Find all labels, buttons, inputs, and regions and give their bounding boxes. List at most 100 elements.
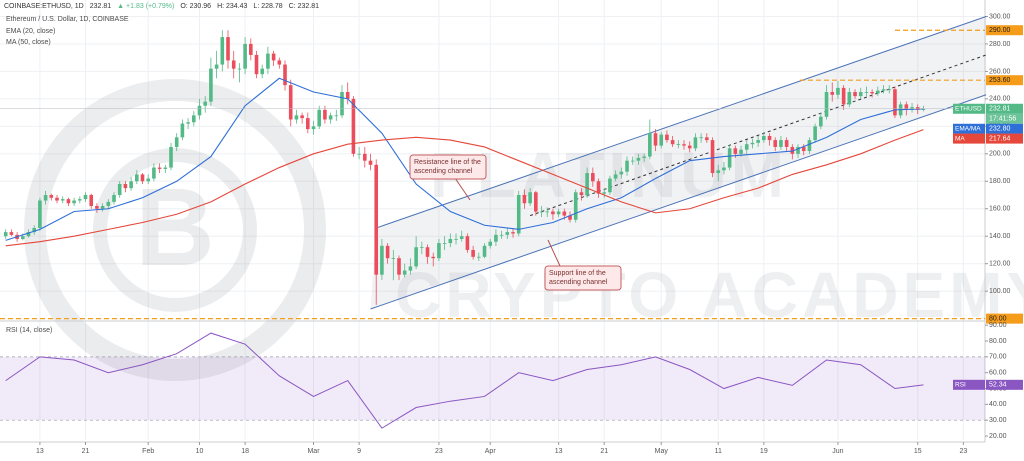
level-label-box xyxy=(986,313,1023,324)
candle-body xyxy=(687,145,692,149)
candle-body xyxy=(3,232,8,237)
candle-body xyxy=(573,192,578,220)
candle-body xyxy=(642,156,646,158)
candle-body xyxy=(613,174,618,179)
candle-body xyxy=(602,192,607,194)
candle-body xyxy=(670,140,675,145)
candle-body xyxy=(830,92,835,95)
candle-body xyxy=(368,160,373,165)
candle-body xyxy=(630,160,635,162)
candle-body xyxy=(819,116,823,127)
candle-body xyxy=(140,174,145,182)
header-item: L: 228.78 xyxy=(253,3,282,10)
candle-body xyxy=(209,68,213,102)
candle-body xyxy=(89,195,94,207)
candle-body xyxy=(374,164,379,275)
y-tick-label: 100.00 xyxy=(989,288,1011,295)
candle-body xyxy=(402,270,407,275)
x-tick-label: 23 xyxy=(435,448,443,455)
last-price-name-box xyxy=(953,103,985,114)
candle-body xyxy=(716,170,721,174)
candle-body xyxy=(408,266,413,271)
y-tick-label: 300.00 xyxy=(989,13,1011,20)
candle-body xyxy=(437,243,441,259)
candle-body xyxy=(659,134,664,146)
candle-body xyxy=(522,195,527,204)
candle-body xyxy=(237,68,242,70)
candle-body xyxy=(562,211,567,216)
x-tick-label: 15 xyxy=(914,448,922,455)
candle-body xyxy=(693,137,698,149)
rsi-y-tick-label: 80.00 xyxy=(989,338,1007,345)
x-tick-label: Mar xyxy=(307,448,320,455)
annotation-pointer xyxy=(547,239,561,267)
candle-body xyxy=(648,133,652,157)
candle-body xyxy=(83,195,88,200)
candle-body xyxy=(636,157,641,161)
x-tick-label: 23 xyxy=(959,448,967,455)
x-tick-label: 10 xyxy=(196,448,204,455)
candle-body xyxy=(505,232,510,235)
candle-body xyxy=(465,236,470,250)
candle-body xyxy=(767,135,772,141)
chart-title: Ethereum / U.S. Dollar, 1D, COINBASE xyxy=(6,16,129,23)
x-tick-label: 21 xyxy=(82,448,90,455)
candle-body xyxy=(733,148,738,154)
ema-price-box xyxy=(986,123,1023,134)
ma-price-box xyxy=(986,133,1023,144)
candle-body xyxy=(534,192,538,212)
candle-body xyxy=(9,232,14,235)
candle-body xyxy=(157,167,162,169)
watermark-text: PLATINUM xyxy=(430,139,788,211)
candle-body xyxy=(129,181,133,189)
candle-body xyxy=(254,54,259,75)
candle-body xyxy=(306,118,310,130)
candle-body xyxy=(38,200,42,228)
level-label: 253.60 xyxy=(989,77,1011,84)
candle-body xyxy=(539,211,544,213)
candle-body xyxy=(807,140,812,152)
rsi-last-label: 52.34 xyxy=(989,382,1007,389)
candle-body xyxy=(477,256,481,258)
candle-body xyxy=(705,137,709,141)
candle-body xyxy=(893,89,897,116)
candle-body xyxy=(271,53,276,61)
candle-body xyxy=(123,184,128,189)
candle-body xyxy=(676,144,681,146)
candle-body xyxy=(887,89,892,91)
rsi-y-tick-label: 40.00 xyxy=(989,401,1007,408)
timer-label: 17:41:56 xyxy=(989,116,1016,123)
overlay-legend: EMA (20, close) xyxy=(6,28,55,35)
rsi-last-box xyxy=(986,379,1023,390)
candle-body xyxy=(345,92,350,99)
y-tick-label: 140.00 xyxy=(989,233,1011,240)
rsi-y-tick-label: 70.00 xyxy=(989,354,1007,361)
last-price-label: 232.81 xyxy=(989,106,1011,113)
candle-body xyxy=(135,174,139,182)
candle-body xyxy=(482,245,487,257)
candle-body xyxy=(528,192,532,204)
candle-body xyxy=(174,137,179,147)
candle-body xyxy=(836,87,840,95)
candle-body xyxy=(619,171,624,175)
x-tick-label: 13 xyxy=(36,448,44,455)
candle-body xyxy=(391,258,396,259)
channel-line xyxy=(370,94,987,310)
candle-body xyxy=(323,109,327,120)
candle-body xyxy=(813,126,817,141)
ma-price-name-box xyxy=(953,133,985,144)
candle-body xyxy=(311,126,316,130)
header-item: O: 230.96 xyxy=(180,3,211,10)
candle-body xyxy=(328,115,333,120)
candle-body xyxy=(163,167,168,169)
candle-body xyxy=(66,199,71,204)
x-tick-label: 11 xyxy=(715,448,722,455)
candle-body xyxy=(858,92,863,97)
candle-body xyxy=(169,146,173,168)
candle-body xyxy=(853,92,857,97)
candle-body xyxy=(459,236,464,239)
candle-body xyxy=(100,206,105,209)
candle-body xyxy=(231,60,236,69)
candle-body xyxy=(60,199,65,201)
